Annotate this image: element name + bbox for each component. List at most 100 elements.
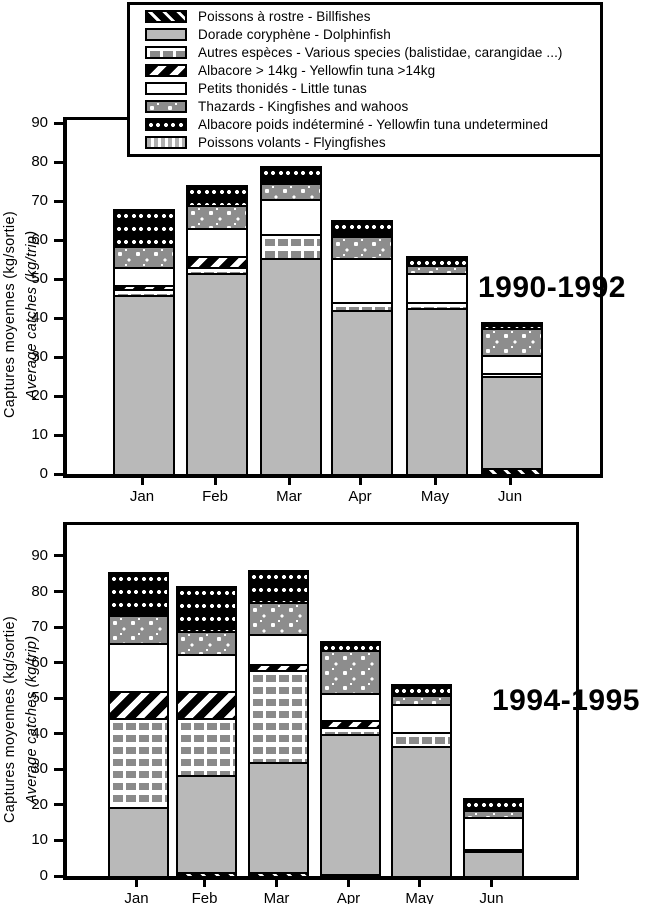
bar-segment-various (178, 717, 235, 775)
bar-segment-littletuna (333, 257, 391, 303)
stacked-bar-jan (108, 571, 169, 876)
bar-segment-yfund (393, 685, 450, 695)
legend-item-label: Albacore poids indéterminé - Yellowfin t… (198, 117, 549, 132)
stacked-bar-jun (481, 321, 543, 474)
bar-segment-yfund (250, 571, 307, 603)
dolphin-pattern-swatch-icon (145, 28, 187, 41)
legend-box: Poissons à rostre - Billfishes Dorade cor… (127, 2, 603, 157)
x-axis-category-label: Apr (348, 488, 372, 505)
y-axis-tick (54, 732, 63, 736)
x-axis-category-label: Jun (479, 890, 504, 904)
x-axis-tick (213, 478, 217, 485)
bar-segment-yf14 (115, 284, 173, 289)
bar-segment-dolphin (110, 806, 167, 876)
x-axis-category-label: Feb (191, 890, 218, 904)
bar-segment-kingfish (333, 236, 391, 258)
littletuna-pattern-swatch-icon (145, 82, 187, 95)
legend-item-kingfish: Thazards - Kingfishes and wahoos (145, 98, 600, 115)
billfish-pattern-swatch-icon (145, 10, 187, 23)
y-axis-tick-label: 80 (31, 153, 48, 170)
bar-segment-billfish (322, 874, 379, 877)
y-axis-tick-label: 0 (39, 465, 48, 482)
y-axis-tick (54, 696, 63, 700)
bar-segment-littletuna (465, 817, 522, 850)
bar-segment-littletuna (408, 273, 466, 303)
y-axis-tick (54, 625, 63, 629)
bar-segment-yfund (322, 643, 379, 651)
bar-segment-littletuna (188, 228, 246, 256)
stacked-bar-apr (320, 641, 381, 877)
bar-segment-littletuna (110, 643, 167, 692)
bar-segment-dolphin (188, 273, 246, 474)
bar-segment-various (262, 234, 320, 258)
bar-segment-kingfish (393, 694, 450, 704)
bar-segment-kingfish (188, 204, 246, 229)
bar-segment-various (333, 302, 391, 311)
bar-segment-dolphin (393, 746, 450, 876)
legend-item-label: Albacore > 14kg - Yellowfin tuna >14kg (198, 63, 436, 78)
legend-item-label: Thazards - Kingfishes and wahoos (198, 99, 409, 114)
x-axis-tick (490, 880, 493, 887)
bar-segment-littletuna (322, 692, 379, 720)
bar-segment-littletuna (178, 653, 235, 692)
x-axis-tick (358, 478, 362, 485)
y-axis-tick-label: 10 (31, 426, 48, 443)
bar-segment-dolphin (333, 310, 391, 474)
legend-item-label: Poissons à rostre - Billfishes (198, 9, 371, 24)
y-axis-tick-label: 30 (31, 348, 48, 365)
bar-segment-yf14 (178, 691, 235, 718)
bar-segment-billfish (178, 872, 235, 876)
yf14-pattern-swatch-icon (145, 64, 187, 77)
x-axis-category-label: Mar (276, 488, 302, 505)
bar-segment-various (393, 731, 450, 747)
bar-segment-yfund (408, 257, 466, 266)
legend-item-label: Petits thonidés - Little tunas (198, 81, 367, 96)
stacked-bar-mar (260, 165, 322, 474)
legend-item-label: Poissons volants - Flyingfishes (198, 135, 386, 150)
y-axis-tick (54, 316, 63, 320)
bar-segment-various (408, 302, 466, 309)
stacked-bar-feb (176, 585, 237, 876)
plot-area-1994-1995: 0 10 20 30 40 50 60 70 80 90 Jan Feb Mar Apr May Jun (31, 522, 579, 904)
y-axis-tick (54, 355, 63, 359)
bar-segment-kingfish (110, 614, 167, 644)
y-axis-tick (54, 394, 63, 398)
bar-segment-yfund (115, 210, 173, 246)
bar-segment-dolphin (262, 257, 320, 474)
bar-segment-yfund (178, 587, 235, 631)
stacked-bar-apr (331, 220, 393, 474)
x-axis-tick (508, 478, 512, 485)
bar-segment-dolphin (465, 851, 522, 877)
x-axis-category-label: May (405, 890, 434, 904)
bar-segment-kingfish (250, 602, 307, 635)
x-axis-category-label: Jun (497, 488, 523, 505)
stacked-bar-mar (248, 569, 309, 876)
y-axis-tick (54, 160, 63, 164)
x-axis-tick (433, 478, 437, 485)
bar-segment-various (465, 849, 522, 852)
y-axis-tick-label: 30 (31, 760, 48, 778)
various-pattern-swatch-icon (145, 46, 187, 59)
bar-segment-dolphin (178, 774, 235, 873)
bar-segment-various (322, 726, 379, 734)
y-axis-tick (54, 803, 63, 807)
stacked-bar-may (391, 683, 452, 876)
legend-item-label: Autres espèces - Various species (balist… (198, 45, 563, 60)
legend-item-dolphin: Dorade coryphène - Dolphinfish (145, 26, 600, 43)
x-axis-tick (347, 880, 350, 887)
bar-segment-various (483, 372, 541, 377)
x-axis-category-label: Mar (263, 890, 290, 904)
bar-segment-littletuna (115, 267, 173, 285)
x-axis-tick (140, 478, 144, 485)
y-axis-tick-label: 40 (31, 724, 48, 742)
x-axis-tick (287, 478, 291, 485)
stacked-bar-feb (186, 185, 248, 474)
y-axis-tick (54, 277, 63, 281)
period-label-1994-1995: 1994-1995 (492, 684, 640, 717)
x-axis-tick (418, 880, 421, 887)
plot-area-1990-1992: 0 10 20 30 40 50 60 70 80 90 Jan Feb Mar Apr May Jun (31, 114, 603, 505)
y-axis-tick (54, 433, 63, 437)
bar-segment-littletuna (250, 634, 307, 665)
bar-segment-various (188, 267, 246, 274)
stacked-bar-jan (113, 208, 175, 474)
